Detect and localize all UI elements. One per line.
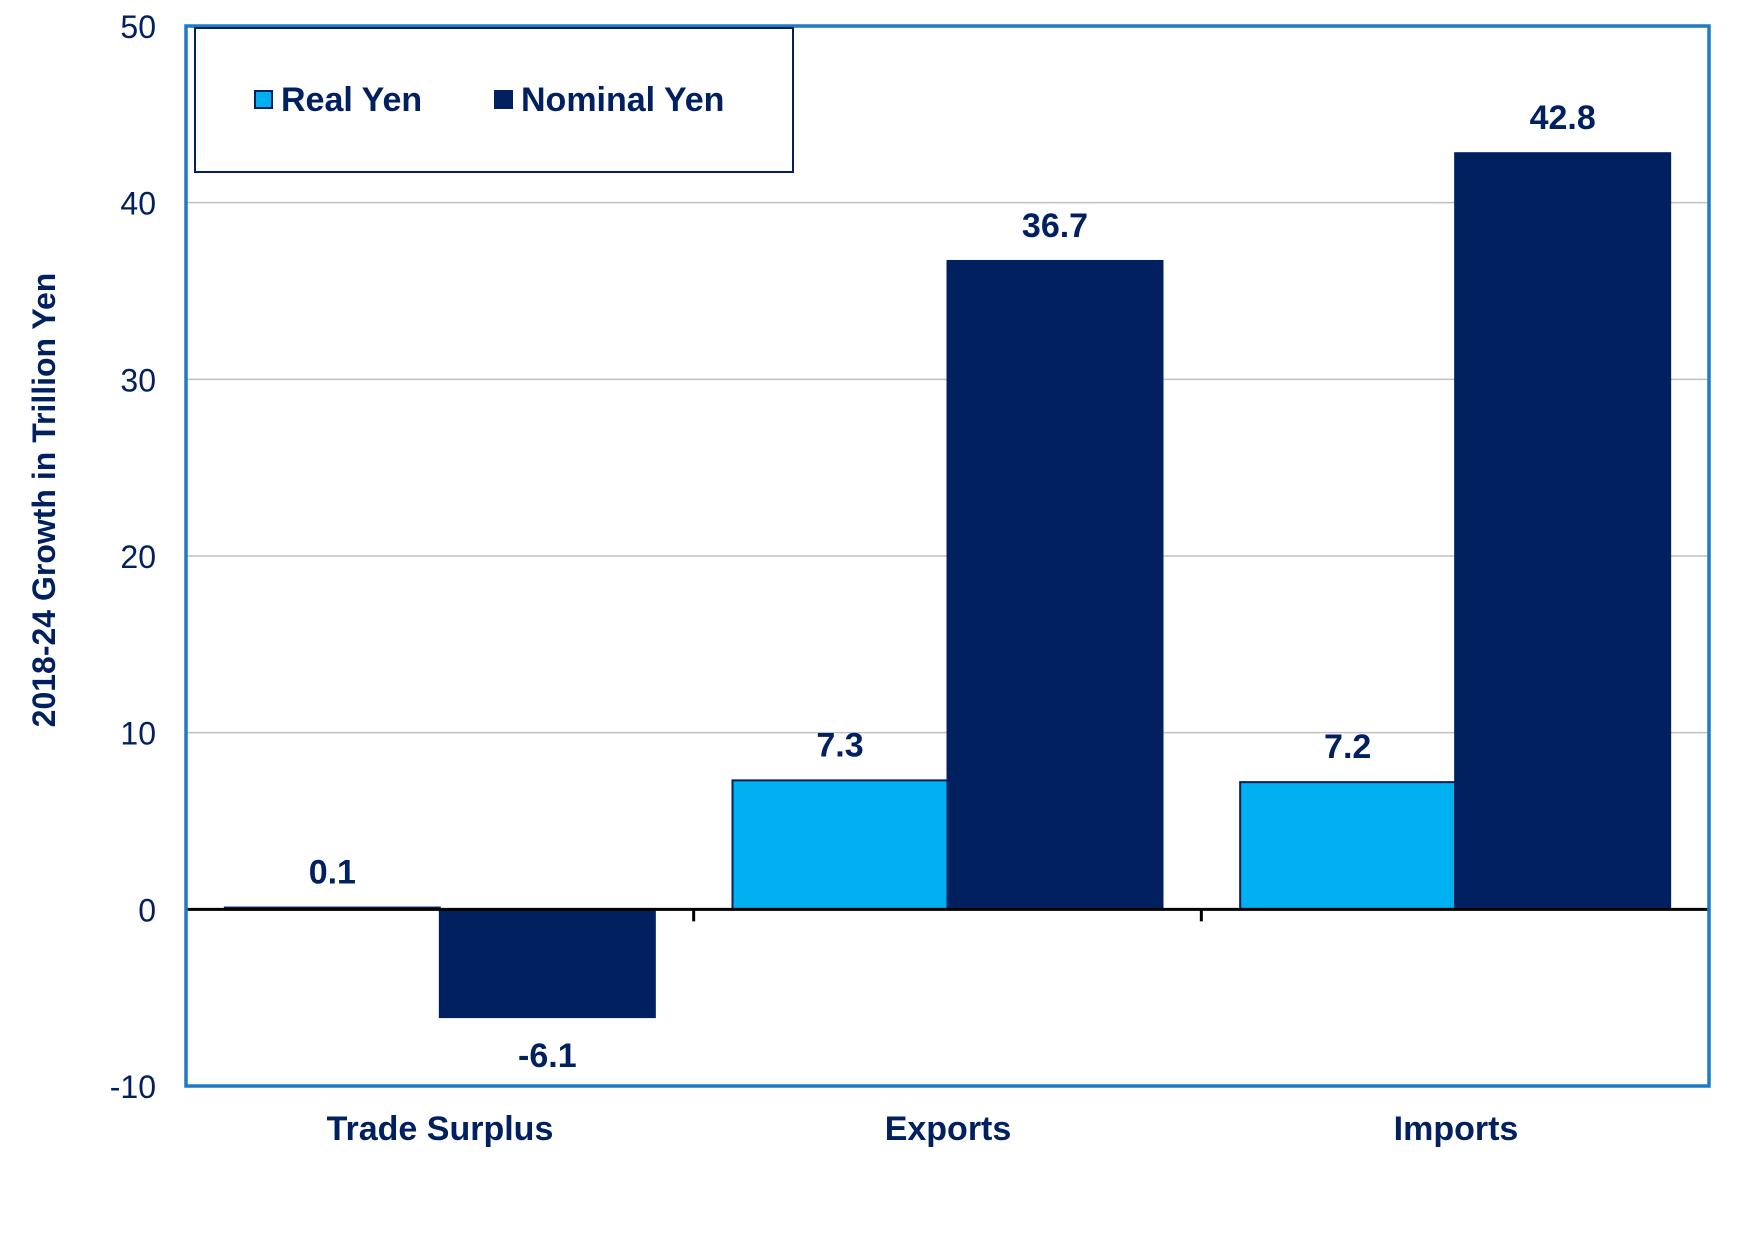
legend-swatch-real-yen: [254, 90, 273, 109]
x-tick-label-trade-surplus: Trade Surplus: [327, 1110, 554, 1148]
x-tick-label-exports: Exports: [885, 1110, 1012, 1148]
y-tick-label: 50: [120, 9, 156, 45]
bar-nominal: [946, 259, 1164, 911]
bars: [223, 152, 1672, 1019]
data-label-real: 7.3: [816, 726, 863, 764]
data-label-nominal: 36.7: [1022, 207, 1088, 245]
y-axis-title: 2018-24 Growth in Trillion Yen: [26, 273, 62, 728]
legend-swatch-nominal-yen: [494, 90, 513, 109]
data-labels: 0.1 -6.1 7.3 36.7 7.2 42.8: [309, 99, 1596, 1075]
legend-label-nominal-yen: Nominal Yen: [521, 81, 724, 119]
axes: -10 0 10 20 30 40 50: [110, 9, 1711, 1105]
bar-nominal: [1454, 152, 1672, 911]
plot-frame: [184, 24, 1711, 1088]
legend: Real Yen Nominal Yen: [194, 27, 794, 173]
y-tick-label: -10: [110, 1069, 156, 1105]
bar-real: [1239, 781, 1457, 911]
y-tick-label: 30: [120, 362, 156, 398]
y-tick-label: 20: [120, 539, 156, 575]
bar-real: [731, 779, 949, 911]
bar-nominal: [438, 908, 656, 1019]
data-label-real: 7.2: [1324, 728, 1371, 766]
data-label-nominal: -6.1: [518, 1037, 577, 1075]
y-tick-label: 0: [138, 892, 156, 928]
y-tick-label: 40: [120, 186, 156, 222]
data-label-nominal: 42.8: [1530, 99, 1596, 137]
data-label-real: 0.1: [309, 854, 356, 892]
legend-label-real-yen: Real Yen: [281, 81, 422, 119]
y-tick-label: 10: [120, 716, 156, 752]
x-tick-label-imports: Imports: [1394, 1110, 1519, 1148]
